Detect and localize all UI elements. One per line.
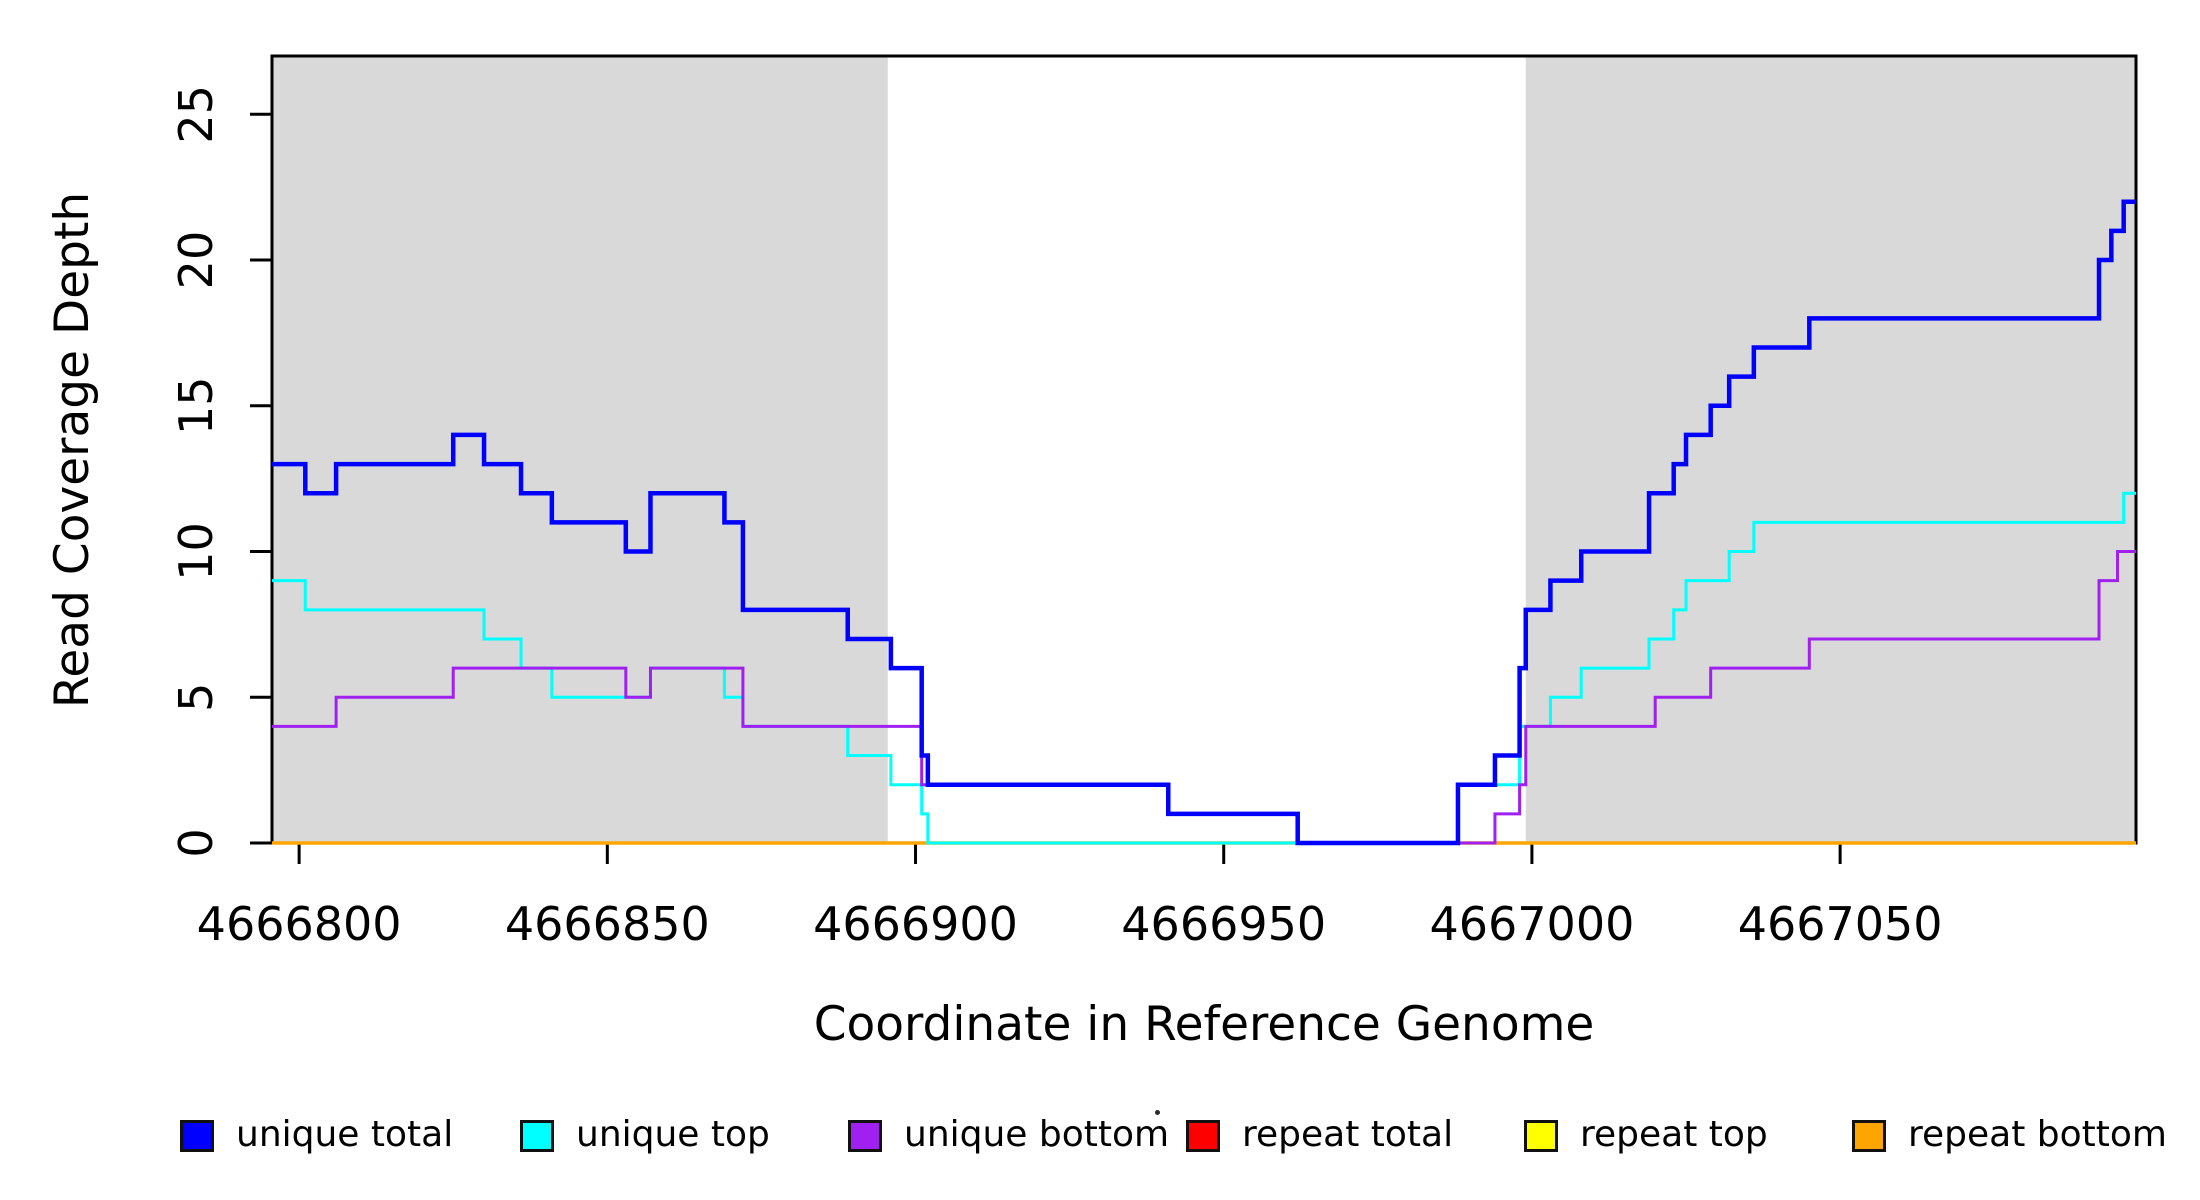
legend-swatch-repeat-top — [1524, 1120, 1558, 1152]
y-tick-label: 5 — [169, 683, 223, 712]
y-tick-label: 10 — [169, 522, 223, 581]
series-unique-top — [272, 491, 2136, 845]
x-tick-label: 4666800 — [197, 897, 402, 951]
legend-swatch-unique-top — [520, 1120, 554, 1152]
x-tick-label: 4666900 — [813, 897, 1018, 951]
axis-tick-labels: 4666800 4666850 4666900 4666950 4667000 46670… — [169, 85, 1943, 951]
series-unique-total — [272, 199, 2136, 846]
y-axis-title: Read Coverage Depth — [45, 192, 100, 708]
left-shaded-repeat-region — [272, 56, 888, 843]
y-tick-label: 15 — [169, 377, 223, 436]
legend: unique total unique top unique bottom repea… — [0, 1100, 2200, 1170]
x-tick-label: 4666850 — [505, 897, 710, 951]
legend-label: unique total — [236, 1114, 454, 1155]
legend-label: repeat total — [1242, 1114, 1454, 1155]
stray-mark — [1155, 1110, 1160, 1115]
y-tick-label: 20 — [169, 231, 223, 290]
right-shaded-repeat-region — [1525, 56, 2136, 843]
y-tick-label: 25 — [169, 85, 223, 144]
legend-label: repeat bottom — [1908, 1114, 2167, 1155]
x-tick-label: 4667000 — [1429, 897, 1634, 951]
coverage-step-lines — [272, 199, 2136, 846]
legend-label: unique bottom — [904, 1114, 1170, 1155]
legend-swatch-repeat-total — [1186, 1120, 1220, 1152]
y-tick-label: 0 — [169, 828, 223, 857]
legend-swatch-unique-total — [180, 1120, 214, 1152]
legend-swatch-repeat-bottom — [1852, 1120, 1886, 1152]
x-axis-title: Coordinate in Reference Genome — [814, 997, 1595, 1052]
legend-label: repeat top — [1580, 1114, 1768, 1155]
shaded-repeat-regions — [272, 56, 2136, 843]
legend-label: unique top — [576, 1114, 770, 1155]
legend-swatch-unique-bottom — [848, 1120, 882, 1152]
x-tick-label: 4666950 — [1121, 897, 1326, 951]
axis-ticks — [250, 112, 1842, 864]
x-tick-label: 4667050 — [1738, 897, 1943, 951]
